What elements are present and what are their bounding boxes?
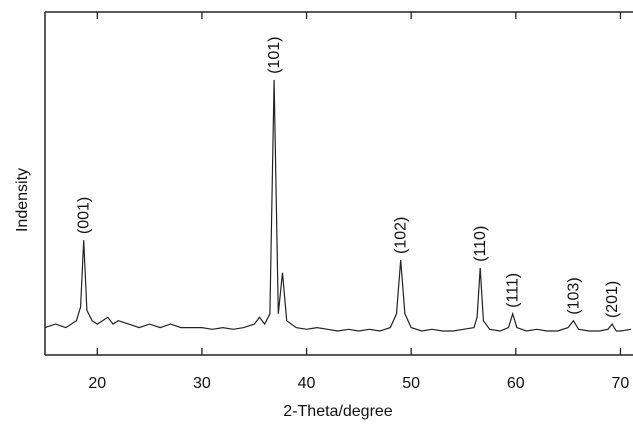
peak-label: (110)	[472, 226, 489, 262]
peak-label: (201)	[604, 281, 621, 318]
x-tick-label: 30	[193, 375, 211, 392]
x-tick-label: 20	[88, 375, 106, 392]
peak-label: (111)	[505, 273, 522, 308]
peak-label: (103)	[565, 277, 582, 314]
xrd-line	[44, 79, 631, 332]
x-tick-label: 70	[612, 375, 630, 392]
x-tick-label: 50	[402, 375, 420, 392]
x-tick-label: 60	[507, 375, 525, 392]
y-axis-label: Indensity	[14, 168, 31, 232]
peak-label: (001)	[76, 197, 93, 234]
peak-label: (101)	[266, 37, 283, 74]
x-axis-label: 2-Theta/degree	[283, 403, 393, 420]
x-tick-label: 40	[298, 375, 316, 392]
peak-label: (102)	[393, 217, 410, 254]
